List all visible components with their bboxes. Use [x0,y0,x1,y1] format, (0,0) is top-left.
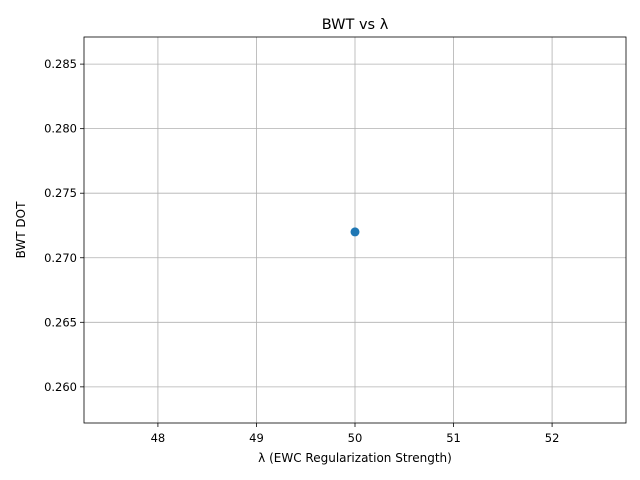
x-tick-label: 52 [545,431,560,445]
y-tick-label: 0.275 [44,186,77,200]
x-axis-label: λ (EWC Regularization Strength) [258,451,452,465]
x-tick-label: 49 [249,431,264,445]
y-tick-label: 0.280 [44,122,77,136]
grid-lines [84,37,626,423]
y-tick-label: 0.265 [44,315,77,329]
y-tick-label: 0.285 [44,57,77,71]
y-tick-label: 0.270 [44,251,77,265]
y-tick-label: 0.260 [44,380,77,394]
x-tick-label: 51 [446,431,461,445]
x-tick-label: 48 [151,431,166,445]
data-point [350,227,360,237]
chart-title: BWT vs λ [322,17,389,33]
x-tick-label: 50 [348,431,363,445]
data-points [350,227,360,237]
y-axis-label: BWT DOT [14,201,28,259]
axis-ticks: 48 49 50 51 52 0.260 0.265 0.270 0.275 0.280 0.285 [44,57,559,445]
